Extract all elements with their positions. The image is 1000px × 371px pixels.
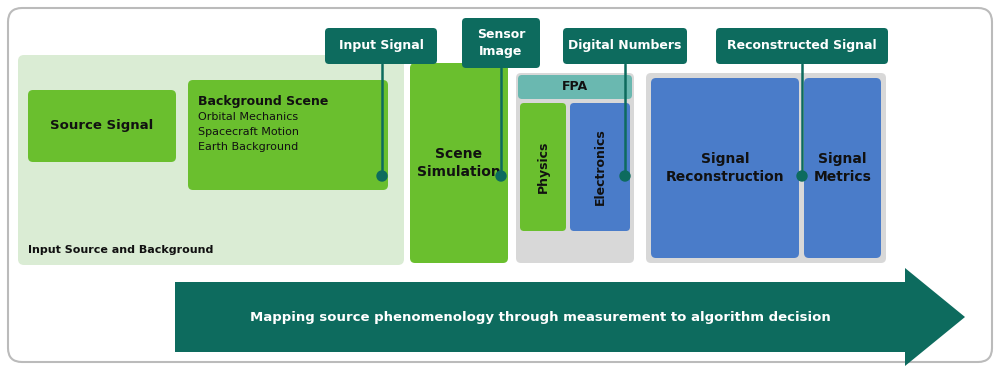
FancyBboxPatch shape (646, 73, 886, 263)
Circle shape (797, 171, 807, 181)
Polygon shape (175, 268, 965, 366)
FancyBboxPatch shape (410, 63, 508, 263)
Text: Earth Background: Earth Background (198, 142, 298, 152)
FancyBboxPatch shape (520, 103, 566, 231)
Text: Mapping source phenomenology through measurement to algorithm decision: Mapping source phenomenology through mea… (250, 311, 830, 324)
Text: Physics: Physics (536, 141, 550, 193)
FancyBboxPatch shape (325, 28, 437, 64)
Text: Sensor
Image: Sensor Image (477, 29, 525, 58)
FancyBboxPatch shape (18, 55, 404, 265)
Text: Background Scene: Background Scene (198, 95, 328, 108)
Text: Spacecraft Motion: Spacecraft Motion (198, 127, 299, 137)
Circle shape (496, 171, 506, 181)
FancyBboxPatch shape (570, 103, 630, 231)
FancyBboxPatch shape (518, 75, 632, 99)
FancyBboxPatch shape (28, 90, 176, 162)
FancyBboxPatch shape (563, 28, 687, 64)
Text: FPA: FPA (562, 81, 588, 93)
Text: Orbital Mechanics: Orbital Mechanics (198, 112, 298, 122)
Text: Reconstructed Signal: Reconstructed Signal (727, 39, 877, 53)
FancyBboxPatch shape (651, 78, 799, 258)
FancyBboxPatch shape (8, 8, 992, 362)
Circle shape (620, 171, 630, 181)
Text: Source Signal: Source Signal (50, 119, 154, 132)
Text: Digital Numbers: Digital Numbers (568, 39, 682, 53)
Text: Input Signal: Input Signal (339, 39, 423, 53)
Text: Signal
Reconstruction: Signal Reconstruction (666, 152, 784, 184)
Text: Input Source and Background: Input Source and Background (28, 245, 213, 255)
Text: Electronics: Electronics (594, 129, 606, 206)
Text: Signal
Metrics: Signal Metrics (814, 152, 871, 184)
FancyBboxPatch shape (462, 18, 540, 68)
FancyBboxPatch shape (516, 73, 634, 263)
FancyBboxPatch shape (188, 80, 388, 190)
FancyBboxPatch shape (716, 28, 888, 64)
Text: Scene
Simulation: Scene Simulation (417, 147, 501, 179)
Circle shape (377, 171, 387, 181)
FancyBboxPatch shape (804, 78, 881, 258)
